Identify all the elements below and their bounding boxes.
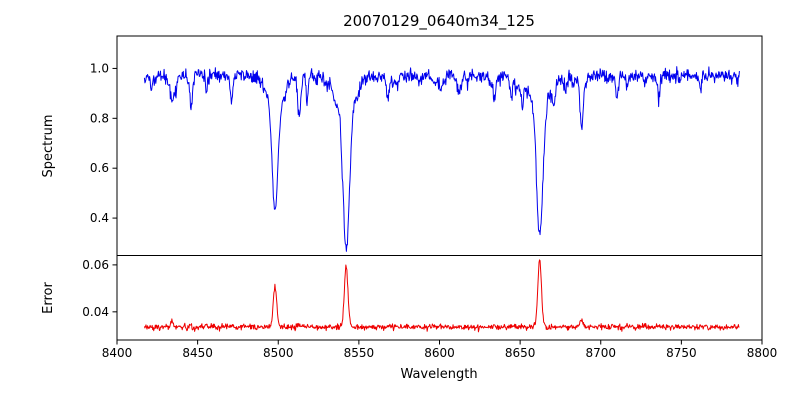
error-line xyxy=(143,259,740,333)
chart-title: 20070129_0640m34_125 xyxy=(343,12,535,31)
tick-label: 0.6 xyxy=(90,161,109,175)
x-axis-label: Wavelength xyxy=(400,367,477,382)
tick-label: 8550 xyxy=(344,346,375,360)
tick-label: 8800 xyxy=(747,346,778,360)
y-axis-label-error: Error xyxy=(41,282,56,314)
plot-area: 8400 8450 8500 8550 8600 8650 8700 8750 8800 0.4 0… xyxy=(82,35,778,360)
tick-label: 8400 xyxy=(102,346,133,360)
tick-label: 8450 xyxy=(182,346,213,360)
tick-label: 8750 xyxy=(666,346,697,360)
y-axis-label-spectrum: Spectrum xyxy=(41,115,56,178)
tick-label: 0.04 xyxy=(82,305,109,319)
tick-label: 0.06 xyxy=(82,258,109,272)
tick-label: 1.0 xyxy=(90,61,109,75)
spectrum-series xyxy=(143,66,740,252)
spectrum-line xyxy=(143,66,740,252)
tick-label: 8700 xyxy=(585,346,616,360)
tick-label: 0.4 xyxy=(90,211,109,225)
error-series xyxy=(143,259,740,333)
tick-label: 0.8 xyxy=(90,111,109,125)
tick-label: 8600 xyxy=(424,346,455,360)
tick-label: 8650 xyxy=(505,346,536,360)
tick-label: 8500 xyxy=(263,346,294,360)
